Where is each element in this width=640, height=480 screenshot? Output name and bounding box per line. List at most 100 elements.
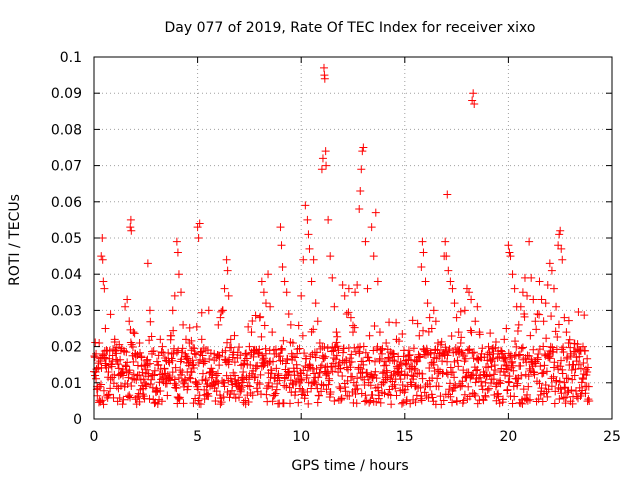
data-point [473, 399, 482, 408]
data-point [445, 385, 454, 394]
data-point [538, 369, 547, 378]
data-point [218, 377, 227, 386]
y-axis-label: ROTI / TECUs [7, 194, 23, 286]
data-point [169, 326, 178, 335]
data-point [230, 331, 239, 340]
data-point [445, 379, 454, 388]
data-point [107, 362, 116, 371]
data-point [164, 357, 173, 366]
data-point [543, 392, 552, 401]
data-point [257, 277, 266, 286]
data-point [538, 397, 547, 406]
data-point [386, 375, 395, 384]
data-point [516, 350, 525, 359]
data-point [446, 277, 455, 286]
data-point [510, 284, 519, 293]
data-point [547, 382, 556, 391]
data-point [181, 375, 190, 384]
data-point [514, 320, 523, 329]
data-point [473, 365, 482, 374]
data-point [122, 348, 131, 357]
y-tick-label: 0.03 [51, 303, 82, 319]
data-point [300, 349, 309, 358]
data-point [183, 385, 192, 394]
data-point [170, 375, 179, 384]
data-point [288, 338, 297, 347]
data-point [92, 349, 101, 358]
data-point [530, 370, 539, 379]
data-point [484, 342, 493, 351]
data-point [156, 387, 165, 396]
data-point [116, 355, 125, 364]
data-point [145, 306, 154, 315]
data-point [504, 377, 513, 386]
data-point [556, 226, 565, 235]
data-point [551, 387, 560, 396]
data-point [365, 331, 374, 340]
data-point [356, 186, 365, 195]
data-point [377, 346, 386, 355]
data-point [206, 382, 215, 391]
data-point [237, 361, 246, 370]
data-point [533, 310, 542, 319]
data-point [312, 348, 321, 357]
data-point [212, 371, 221, 380]
data-point [217, 398, 226, 407]
data-point [168, 306, 177, 315]
data-point [505, 372, 514, 381]
data-point [143, 365, 152, 374]
data-point [542, 334, 551, 343]
data-point [323, 344, 332, 353]
data-point [431, 317, 440, 326]
data-point [291, 387, 300, 396]
data-point [453, 397, 462, 406]
data-point [470, 389, 479, 398]
data-point [382, 338, 391, 347]
data-point [147, 332, 156, 341]
data-point [486, 355, 495, 364]
data-point [268, 382, 277, 391]
data-point [114, 364, 123, 373]
data-point [255, 380, 264, 389]
data-point [253, 378, 262, 387]
data-point [278, 262, 287, 271]
data-point [324, 368, 333, 377]
data-point [422, 391, 431, 400]
data-point [365, 398, 374, 407]
data-point [363, 284, 372, 293]
data-point [140, 379, 149, 388]
data-point [501, 371, 510, 380]
data-point [98, 396, 107, 405]
data-point [419, 326, 428, 335]
data-point [478, 344, 487, 353]
data-point [560, 313, 569, 322]
axis-ticks [93, 56, 613, 420]
data-point [508, 399, 517, 408]
data-point [425, 363, 434, 372]
data-point [431, 345, 440, 354]
data-point [574, 307, 583, 316]
data-point [514, 351, 523, 360]
data-point [243, 381, 252, 390]
data-point [539, 317, 548, 326]
data-point [526, 331, 535, 340]
data-point [143, 259, 152, 268]
data-point [90, 353, 99, 362]
data-point [324, 215, 333, 224]
data-point [267, 369, 276, 378]
data-point [93, 384, 102, 393]
data-point [249, 346, 258, 355]
data-point [99, 386, 108, 395]
data-point [163, 391, 172, 400]
data-point [421, 277, 430, 286]
data-point [555, 230, 564, 239]
data-point [524, 382, 533, 391]
data-point [201, 357, 210, 366]
data-point [375, 354, 384, 363]
data-point [407, 371, 416, 380]
data-point [347, 357, 356, 366]
data-point [421, 351, 430, 360]
data-point [512, 374, 521, 383]
data-point [392, 335, 401, 344]
data-point [266, 302, 275, 311]
